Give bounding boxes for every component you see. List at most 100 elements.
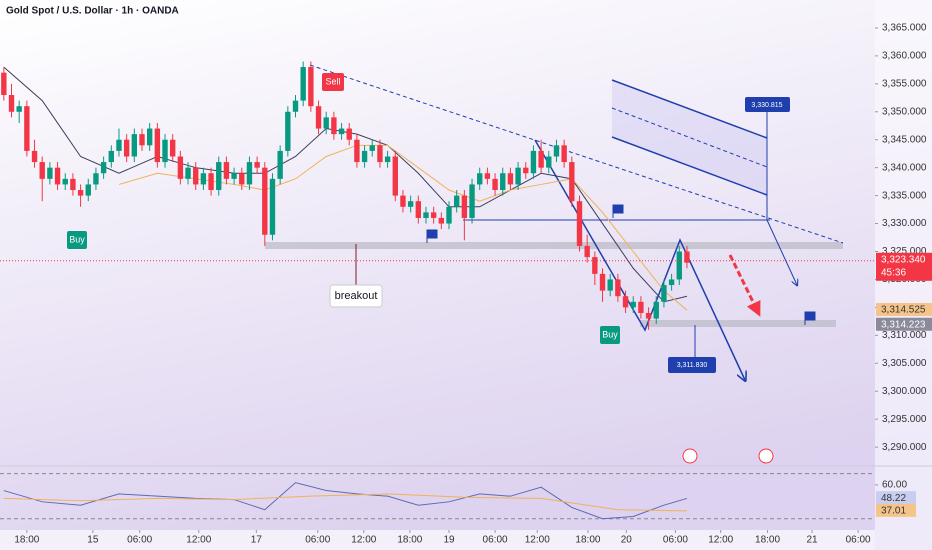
x-tick-label: 06:00 xyxy=(846,535,871,546)
x-tick-label: 18:00 xyxy=(755,535,780,546)
candle-body xyxy=(193,167,199,185)
candle-body xyxy=(561,145,567,163)
flag xyxy=(612,204,624,218)
candle-body xyxy=(285,111,291,151)
candle-body xyxy=(599,273,606,291)
candle-body xyxy=(553,145,560,157)
buy-badge xyxy=(67,231,87,249)
candle-body xyxy=(384,156,391,163)
flag xyxy=(804,311,816,325)
candle-body xyxy=(346,128,352,140)
breakout-label: breakout xyxy=(335,290,378,302)
candle-body xyxy=(208,173,214,191)
candle-body xyxy=(123,139,130,157)
candle-body xyxy=(185,167,191,179)
candle-body xyxy=(47,167,53,179)
candle-body xyxy=(8,95,15,112)
channel-line xyxy=(611,79,768,139)
event-icon[interactable] xyxy=(758,448,774,464)
breakout-zone xyxy=(265,242,843,249)
price-tag-label: 3,314.525 xyxy=(881,305,926,316)
candle-body xyxy=(216,162,222,191)
buy-label: Buy xyxy=(602,329,618,339)
price-tag-label: 3,314.223 xyxy=(881,319,926,330)
projection-path xyxy=(534,139,745,380)
x-tick-label: 20 xyxy=(621,535,633,546)
candle-body xyxy=(54,167,61,185)
projection-arrow xyxy=(766,219,797,285)
x-tick-label: 18:00 xyxy=(397,535,422,546)
candle-body xyxy=(492,178,498,191)
y-tick-label: 3,310.000 xyxy=(882,330,927,341)
buy-badge xyxy=(600,326,620,344)
candle-body xyxy=(515,167,521,185)
candle-body xyxy=(239,173,245,185)
target-box xyxy=(668,357,716,373)
candle-body xyxy=(223,162,230,179)
y-tick-label: 3,290.000 xyxy=(882,442,927,453)
candle-body xyxy=(100,162,107,174)
candle-body xyxy=(622,296,629,308)
candle-body xyxy=(39,162,45,179)
candle-body xyxy=(615,279,621,297)
channel-line xyxy=(611,136,768,196)
candle-body xyxy=(392,156,398,196)
candle-body xyxy=(246,162,253,185)
candle-body xyxy=(438,217,445,224)
breakout-box xyxy=(329,284,383,308)
x-tick-label: 15 xyxy=(87,535,99,546)
y-tick-label: 3,300.000 xyxy=(882,386,927,397)
candle-body xyxy=(308,67,314,107)
current-price-label: 3,323.340 xyxy=(881,254,926,265)
candle-body xyxy=(116,139,122,151)
candle-body xyxy=(254,162,260,168)
candle-body xyxy=(361,150,368,163)
target-label: 3,311.830 xyxy=(677,362,708,369)
candle-body xyxy=(530,150,537,174)
candle-body xyxy=(461,195,468,218)
candle-body xyxy=(262,167,268,235)
candle-body xyxy=(454,195,460,207)
candle-body xyxy=(584,245,590,258)
candle-body xyxy=(446,206,452,224)
candle-body xyxy=(354,139,360,163)
rsi-tick-label: 60.00 xyxy=(882,480,907,491)
candle-body xyxy=(423,212,429,218)
rsi-tag xyxy=(876,491,916,505)
x-tick-label: 12:00 xyxy=(708,535,733,546)
candle-body xyxy=(70,178,76,191)
candle-body xyxy=(546,156,552,168)
y-tick-label: 3,365.000 xyxy=(882,23,927,34)
candle-body xyxy=(576,201,583,246)
candle-body xyxy=(661,285,667,302)
rsi-tag-label: 48.22 xyxy=(881,493,906,504)
candle-body xyxy=(85,184,91,196)
candle-body xyxy=(323,117,329,129)
candle-body xyxy=(469,184,475,218)
candle-body xyxy=(645,312,652,319)
candle-body xyxy=(407,201,414,207)
event-icon[interactable] xyxy=(682,448,698,464)
candle-body xyxy=(77,190,84,196)
target-label: 3,330.815 xyxy=(751,102,782,109)
candle-body xyxy=(338,128,345,135)
candle-body xyxy=(569,162,575,202)
y-tick-label: 3,360.000 xyxy=(882,51,927,62)
buy-label: Buy xyxy=(69,234,85,244)
candle-body xyxy=(231,173,237,179)
candle-body xyxy=(16,106,22,112)
y-tick-label: 3,295.000 xyxy=(882,414,927,425)
candle-body xyxy=(93,173,99,185)
y-tick-label: 3,340.000 xyxy=(882,162,927,173)
candle-body xyxy=(415,201,421,218)
price-tag xyxy=(876,303,932,317)
candle-body xyxy=(154,128,161,163)
target-box xyxy=(745,97,790,112)
candle-body xyxy=(430,212,437,218)
rsi-tag xyxy=(876,503,916,517)
candle-body xyxy=(377,145,383,163)
y-tick-label: 3,305.000 xyxy=(882,358,927,369)
annotation-labels: Buy Buy Sell breakout 3,330.815 3,311.83… xyxy=(67,73,790,373)
x-tick-label: 21 xyxy=(806,535,818,546)
